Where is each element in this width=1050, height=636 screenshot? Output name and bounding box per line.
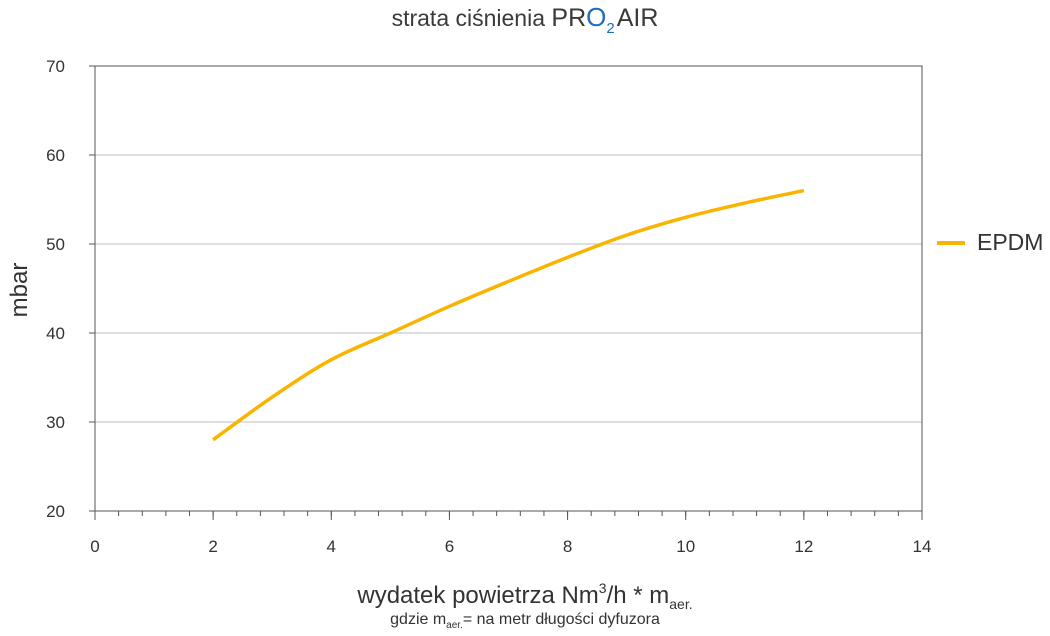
- y-tick-label: 70: [46, 57, 65, 76]
- y-tick-label: 20: [46, 502, 65, 521]
- legend: EPDM: [937, 229, 1043, 256]
- plot-frame: [94, 65, 923, 512]
- x-tick-label: 6: [445, 537, 454, 556]
- legend-label-epdm: EPDM: [977, 229, 1044, 255]
- x-tick-label: 0: [90, 537, 99, 556]
- x-tick-label: 2: [208, 537, 217, 556]
- brand-air: AIR: [616, 4, 659, 32]
- note-pre: gdzie m: [390, 611, 447, 628]
- y-tick-label: 30: [46, 413, 65, 432]
- x-tick-label: 14: [913, 537, 932, 556]
- legend-swatch-epdm: [937, 240, 965, 245]
- axis-note: gdzie maer.= na metr długości dyfuzora: [0, 611, 1050, 631]
- y-tick-label: 60: [46, 146, 65, 165]
- y-tick-label: 50: [46, 235, 65, 254]
- x-label-main: wydatek powietrza Nm: [357, 582, 599, 609]
- chart-title: strata ciśnienia PRO2AIR: [0, 2, 1050, 37]
- x-tick-label: 10: [676, 537, 695, 556]
- brand-subscript: 2: [606, 20, 615, 37]
- note-post: = na metr długości dyfuzora: [462, 611, 660, 628]
- x-label-sub: aer.: [669, 596, 693, 612]
- x-tick-label: 4: [327, 537, 336, 556]
- title-prefix: strata ciśnienia: [391, 5, 552, 31]
- x-axis-label: wydatek powietrza Nm3/h * maer.: [0, 580, 1050, 612]
- y-axis-label: mbar: [6, 262, 33, 318]
- x-tick-label: 12: [794, 537, 813, 556]
- x-tick-label: 8: [563, 537, 572, 556]
- x-label-sup: 3: [598, 580, 607, 596]
- y-tick-label: 40: [46, 324, 65, 343]
- brand-o: O: [586, 2, 607, 32]
- note-sub: aer.: [446, 620, 463, 631]
- brand-pr: PR: [551, 4, 587, 32]
- series-line-epdm: [212, 188, 805, 442]
- x-label-mid: /h * m: [606, 582, 670, 609]
